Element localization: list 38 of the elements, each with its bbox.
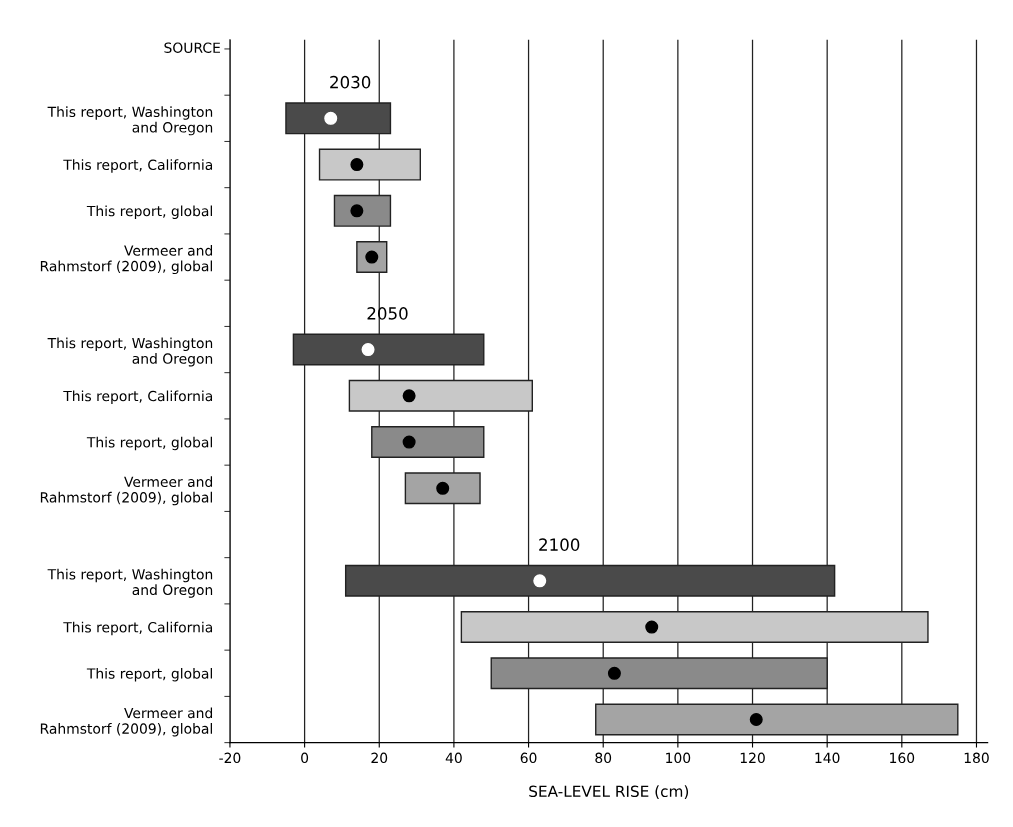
point	[324, 111, 338, 125]
y-tick-label: This report, global	[86, 436, 212, 451]
x-axis-title: SEA-LEVEL RISE (cm)	[529, 785, 689, 799]
text: 2030	[330, 75, 371, 89]
point	[749, 713, 763, 727]
x-tick-label: 120	[740, 752, 765, 764]
point	[350, 204, 364, 218]
y-tick-label: This report, California	[63, 159, 213, 173]
x-tick-label: 60	[520, 752, 537, 764]
point	[402, 389, 416, 403]
point	[402, 435, 416, 449]
point	[436, 481, 450, 495]
y-tick-label: Vermeer and Rahmstorf (2009), global	[40, 707, 213, 737]
y-tick-label: This report, Washington and Oregon	[47, 106, 213, 136]
y-tick-label: This report, California	[63, 621, 213, 636]
y-tick-label: Vermeer and Rahmstorf (2009), global	[40, 245, 213, 275]
y-tick-label: This report, global	[86, 205, 212, 219]
y-tick-label: This report, Washington and Oregon	[47, 568, 213, 598]
y-tick-label: Vermeer and Rahmstorf (2009), global	[40, 476, 213, 506]
x-tick-label: 0	[301, 752, 309, 764]
point	[533, 574, 547, 588]
y-axis-title: SOURCE	[164, 42, 220, 53]
y-tick-label: This report, global	[86, 668, 212, 682]
x-tick-label: 180	[964, 752, 989, 764]
point	[645, 620, 659, 634]
annotation: 2100	[539, 538, 580, 551]
x-tick-label: 40	[445, 752, 462, 764]
x-tick-label: 100	[666, 752, 691, 764]
x-tick-label: 80	[595, 752, 612, 764]
x-tick-label: 160	[890, 752, 915, 764]
point	[350, 158, 364, 172]
y-tick-label: This report, Washington and Oregon	[47, 337, 213, 367]
point	[361, 343, 375, 357]
x-tick-label: -20	[219, 752, 241, 764]
y-tick-label: This report, California	[63, 390, 213, 404]
point	[607, 666, 621, 680]
x-tick-label: 20	[371, 752, 388, 764]
x-tick-label: 140	[815, 752, 840, 764]
